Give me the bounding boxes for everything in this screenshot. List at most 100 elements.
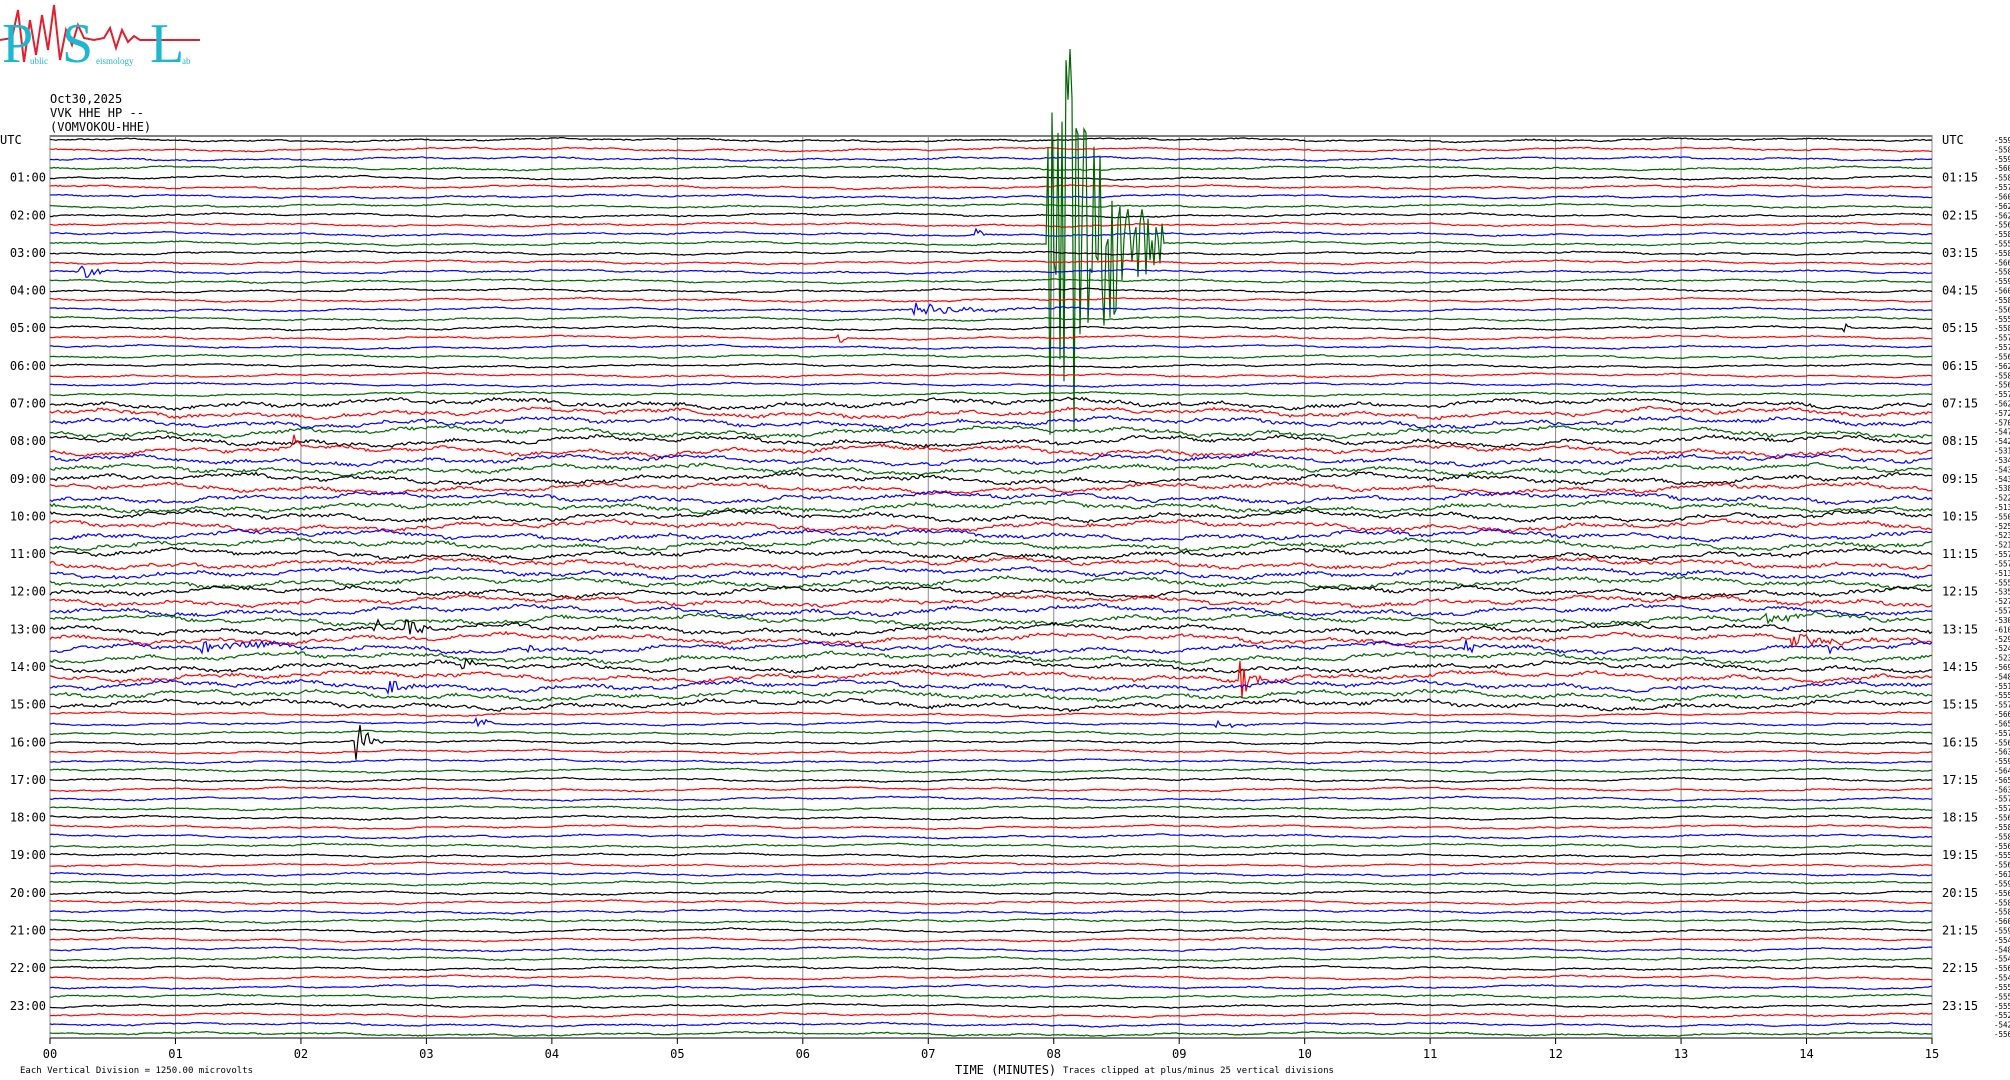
- row-offset-label: -5385: [1994, 484, 2010, 493]
- row-offset-label: -5643: [1994, 767, 2010, 776]
- left-hour-label: 10:00: [10, 509, 46, 523]
- row-offset-label: -5587: [1994, 145, 2010, 154]
- trace-row-77: [50, 861, 1933, 868]
- trace-row-22: [49, 343, 1933, 351]
- right-hour-label: 10:15: [1942, 509, 1978, 523]
- left-hour-label: 06:00: [10, 359, 46, 373]
- row-offset-label: -5567: [1994, 861, 2010, 870]
- right-utc-title: UTC: [1942, 133, 1964, 147]
- row-offset-label: -6102: [1994, 625, 2010, 634]
- row-offset-label: -5584: [1994, 249, 2010, 258]
- row-offset-label: -5589: [1994, 371, 2010, 380]
- trace-row-28: [49, 396, 1933, 412]
- row-offset-label: -5602: [1994, 287, 2010, 296]
- trace-row-70: [49, 795, 1933, 802]
- trace-row-18: [49, 302, 1933, 317]
- row-offset-label: -5422: [1994, 437, 2010, 446]
- trace-row-94: [49, 1021, 1933, 1028]
- row-offset-label: -5586: [1994, 898, 2010, 907]
- trace-row-31: [49, 424, 1933, 440]
- trace-row-61: [49, 711, 1933, 718]
- row-offset-label: -5557: [1994, 851, 2010, 860]
- left-hour-label: 23:00: [10, 999, 46, 1013]
- trace-row-69: [49, 786, 1933, 793]
- trace-row-39: [49, 499, 1933, 515]
- trace-row-7: [49, 202, 1933, 209]
- trace-row-24: [49, 362, 1933, 369]
- right-hour-label: 23:15: [1942, 999, 1978, 1013]
- row-offset-label: -5351: [1994, 588, 2010, 597]
- row-offset-label: -5433: [1994, 475, 2010, 484]
- trace-row-5: [49, 183, 1933, 191]
- row-offset-label: -5629: [1994, 202, 2010, 211]
- row-offset-label: -5255: [1994, 522, 2010, 531]
- trace-row-79: [49, 880, 1932, 887]
- right-hour-label: 21:15: [1942, 923, 1978, 937]
- x-tick-label: 14: [1799, 1047, 1813, 1061]
- row-offset-label: -5553: [1994, 992, 2010, 1001]
- trace-row-87: [49, 955, 1933, 962]
- row-offset-label: -5247: [1994, 644, 2010, 653]
- left-hour-label: 01:00: [10, 171, 46, 185]
- row-offset-label: -5595: [1994, 879, 2010, 888]
- trace-row-29: [49, 405, 1933, 421]
- trace-row-66: [49, 758, 1933, 765]
- row-offset-label: -5579: [1994, 550, 2010, 559]
- row-offset-label: -5567: [1994, 221, 2010, 230]
- x-tick-label: 05: [670, 1047, 684, 1061]
- x-tick-label: 07: [921, 1047, 935, 1061]
- row-offset-label: -5693: [1994, 663, 2010, 672]
- row-offset-label: -5653: [1994, 776, 2010, 785]
- right-hour-label: 17:15: [1942, 773, 1978, 787]
- row-offset-label: -5595: [1994, 926, 2010, 935]
- left-hour-label: 21:00: [10, 923, 46, 937]
- right-hour-label: 07:15: [1942, 396, 1978, 410]
- right-hour-label: 09:15: [1942, 472, 1978, 486]
- x-tick-label: 08: [1047, 1047, 1061, 1061]
- row-offset-label: -5579: [1994, 804, 2010, 813]
- row-offset-label: -5650: [1994, 719, 2010, 728]
- right-hour-label: 12:15: [1942, 585, 1978, 599]
- trace-row-55: [49, 650, 1933, 666]
- trace-row-33: [49, 434, 1933, 459]
- left-hour-label: 16:00: [10, 735, 46, 749]
- right-hour-label: 15:15: [1942, 698, 1978, 712]
- trace-row-2: [50, 155, 1933, 162]
- channel-label: VVK HHE HP --: [50, 106, 144, 120]
- trace-row-64: [49, 724, 1933, 760]
- trace-row-57: [49, 660, 1933, 699]
- trace-row-80: [49, 889, 1933, 896]
- left-hour-label: 17:00: [10, 773, 46, 787]
- row-offset-label: -5574: [1994, 343, 2010, 352]
- trace-row-19: [49, 315, 1933, 322]
- trace-row-68: [49, 776, 1933, 783]
- left-hour-label: 12:00: [10, 585, 46, 599]
- trace-row-91: [49, 993, 1933, 1000]
- row-offset-label: -5567: [1994, 381, 2010, 390]
- trace-row-1: [49, 146, 1933, 153]
- trace-row-72: [49, 814, 1933, 821]
- trace-row-47: [49, 575, 1933, 590]
- row-offset-label: -5596: [1994, 136, 2010, 145]
- row-offset-label: -5546: [1994, 974, 2010, 983]
- right-hour-label: 06:15: [1942, 359, 1978, 373]
- left-hour-label: 20:00: [10, 886, 46, 900]
- trace-row-52: [49, 618, 1933, 637]
- row-offset-label: -5595: [1994, 757, 2010, 766]
- logo-word-lab: ab: [182, 56, 191, 66]
- row-offset-label: -5564: [1994, 842, 2010, 851]
- row-offset-label: -5294: [1994, 635, 2010, 644]
- row-offset-label: -5239: [1994, 654, 2010, 663]
- right-hour-label: 13:15: [1942, 622, 1978, 636]
- trace-row-60: [49, 697, 1933, 713]
- row-offset-label: -5565: [1994, 305, 2010, 314]
- trace-row-12: [49, 249, 1933, 257]
- trace-row-83: [49, 917, 1933, 925]
- right-hour-label: 20:15: [1942, 886, 1978, 900]
- right-hour-label: 01:15: [1942, 171, 1978, 185]
- right-hour-label: 19:15: [1942, 848, 1978, 862]
- left-hour-label: 22:00: [10, 961, 46, 975]
- left-hour-label: 03:00: [10, 246, 46, 260]
- trace-row-85: [49, 936, 1933, 943]
- row-offset-label: -5218: [1994, 541, 2010, 550]
